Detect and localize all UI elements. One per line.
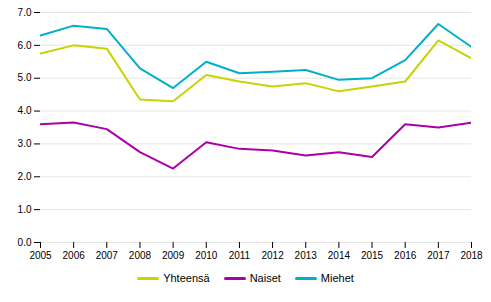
svg-text:2011: 2011 xyxy=(229,250,251,261)
html-text:Naiset: Naiset xyxy=(249,272,281,284)
html-text:Miehet: Miehet xyxy=(320,272,354,284)
svg-text:2010: 2010 xyxy=(195,250,218,261)
svg-text:4.0: 4.0 xyxy=(18,105,32,116)
svg-text:2015: 2015 xyxy=(361,250,384,261)
svg-text:2016: 2016 xyxy=(394,250,417,261)
svg-text:2005: 2005 xyxy=(29,250,52,261)
svg-text:2013: 2013 xyxy=(295,250,318,261)
svg-text:2007: 2007 xyxy=(96,250,119,261)
html-text:Yhteensä: Yhteensä xyxy=(163,272,210,284)
svg-text:2008: 2008 xyxy=(129,250,152,261)
svg-text:5.0: 5.0 xyxy=(18,72,32,83)
svg-text:0.0: 0.0 xyxy=(18,237,32,248)
svg-text:2009: 2009 xyxy=(162,250,185,261)
svg-text:2.0: 2.0 xyxy=(18,171,32,182)
svg-text:2018: 2018 xyxy=(460,250,483,261)
svg-text:6.0: 6.0 xyxy=(18,40,32,51)
svg-text:2012: 2012 xyxy=(261,250,284,261)
svg-text:2006: 2006 xyxy=(63,250,86,261)
svg-text:2017: 2017 xyxy=(427,250,450,261)
svg-text:7.0: 7.0 xyxy=(18,7,32,18)
svg-text:3.0: 3.0 xyxy=(18,138,32,149)
svg-text:2014: 2014 xyxy=(328,250,351,261)
svg-text:1.0: 1.0 xyxy=(18,204,32,215)
